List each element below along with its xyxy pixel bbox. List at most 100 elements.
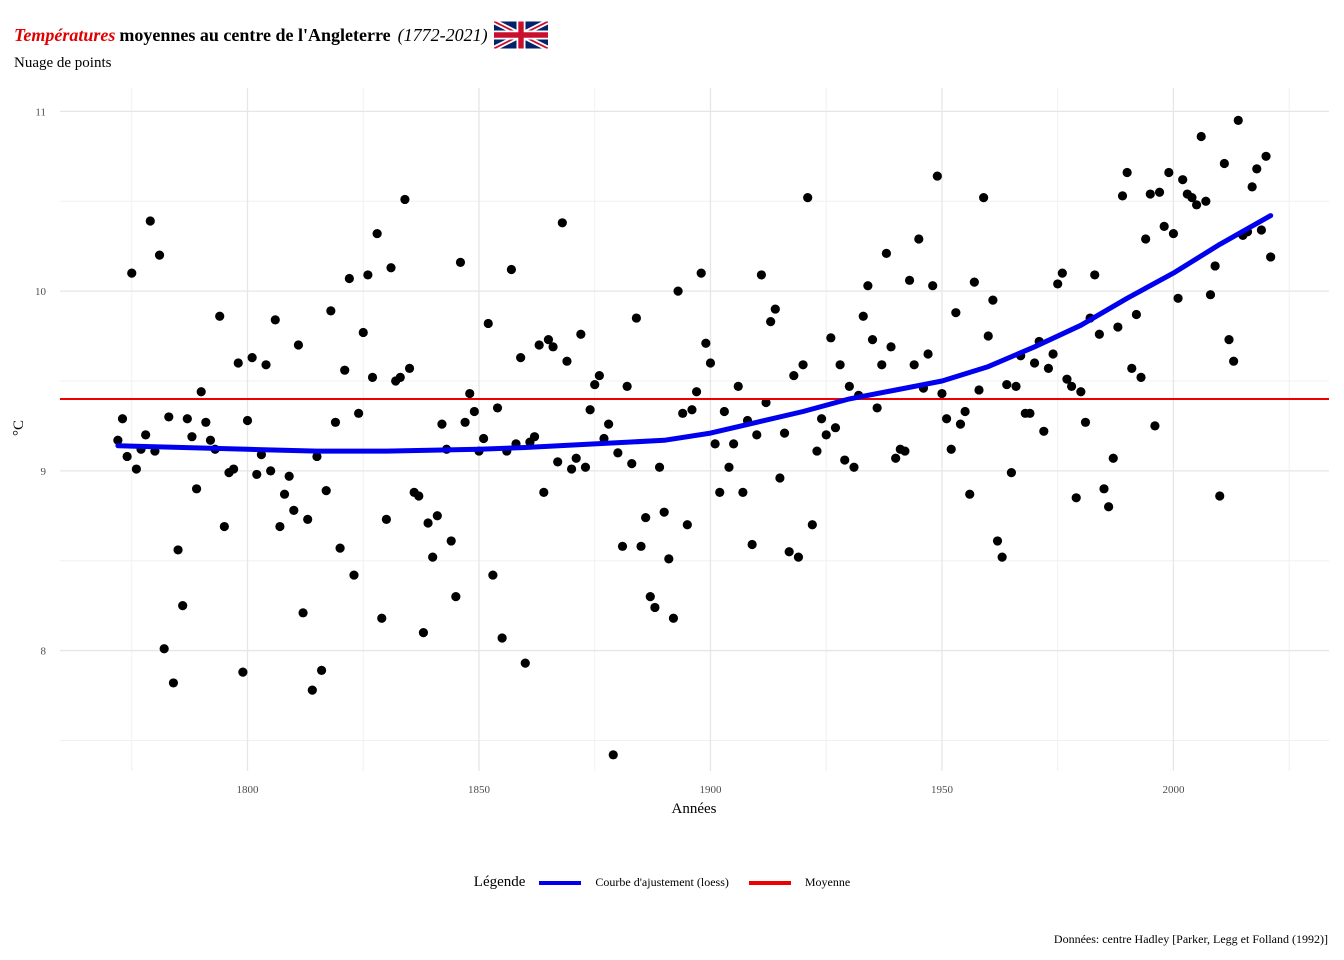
data-point (1150, 421, 1160, 431)
data-point (326, 306, 336, 316)
data-point (604, 419, 614, 429)
x-tick-label: 2000 (1162, 784, 1185, 796)
data-point (492, 403, 503, 413)
data-point (145, 216, 155, 226)
data-point (1066, 381, 1077, 391)
data-point (113, 435, 123, 445)
data-point (1210, 261, 1220, 271)
data-point (965, 489, 975, 499)
data-point (381, 514, 391, 524)
data-point (1215, 491, 1225, 501)
data-point (1168, 228, 1179, 239)
data-point (1141, 234, 1151, 244)
data-point (1164, 167, 1174, 178)
data-point (354, 408, 364, 418)
data-point (358, 327, 368, 338)
data-point (451, 592, 461, 602)
data-point (164, 412, 174, 422)
data-point (928, 281, 938, 291)
data-point (293, 340, 304, 350)
data-point (247, 353, 257, 363)
data-point (664, 554, 674, 564)
data-point (516, 353, 526, 363)
data-point (585, 405, 595, 415)
data-point (117, 414, 128, 424)
data-point (404, 363, 415, 373)
data-point (543, 335, 554, 345)
data-point (881, 248, 892, 258)
data-point (1029, 358, 1040, 368)
data-point (951, 308, 961, 318)
data-point (844, 381, 854, 391)
data-point (719, 406, 729, 417)
data-point (266, 466, 276, 476)
data-point (793, 552, 804, 562)
data-point (349, 570, 359, 580)
data-point (821, 430, 831, 440)
data-point (321, 486, 331, 496)
data-point (127, 268, 137, 278)
data-point (529, 432, 540, 442)
data-point (520, 658, 530, 668)
chart-title: Températures moyennes au centre de l'Ang… (14, 21, 548, 49)
data-point (168, 678, 179, 688)
data-point (1224, 335, 1234, 345)
data-point (1053, 279, 1063, 289)
data-point (1011, 381, 1021, 391)
data-point (932, 171, 942, 181)
data-point (1145, 189, 1155, 199)
data-point (1196, 131, 1206, 142)
data-point (668, 613, 679, 623)
data-point (539, 487, 549, 498)
data-point (428, 552, 438, 562)
data-point (914, 234, 924, 244)
data-point (872, 403, 882, 413)
data-point (1131, 309, 1142, 320)
data-point (233, 358, 243, 368)
data-point (923, 349, 933, 359)
data-point (645, 592, 655, 602)
data-point (423, 518, 433, 528)
data-point (900, 446, 910, 456)
data-point (724, 462, 734, 472)
data-point (1247, 182, 1257, 192)
data-point (960, 406, 970, 417)
data-point (205, 435, 216, 445)
x-tick-label: 1900 (699, 784, 722, 796)
data-point (909, 360, 919, 370)
data-point (534, 340, 544, 350)
data-point (1048, 349, 1058, 359)
data-point (904, 275, 915, 285)
data-point (738, 487, 748, 498)
data-point (1099, 484, 1109, 494)
data-point (557, 218, 567, 228)
data-point (691, 387, 702, 397)
data-point (756, 270, 766, 280)
data-point (816, 414, 827, 424)
data-point (289, 505, 299, 515)
legend-label-mean: Moyenne (804, 875, 851, 889)
data-point (1080, 417, 1091, 427)
data-point (1136, 372, 1146, 382)
data-point (770, 304, 780, 314)
data-point (701, 338, 711, 348)
data-point (1039, 426, 1049, 436)
data-point (479, 433, 489, 444)
data-point (506, 264, 516, 275)
data-point (418, 628, 429, 638)
data-point (414, 491, 424, 501)
data-point (562, 356, 572, 366)
data-point (1071, 493, 1081, 503)
data-point (215, 311, 225, 321)
data-point (992, 536, 1003, 546)
data-point (775, 473, 785, 483)
data-point (1252, 164, 1262, 174)
data-point (270, 315, 280, 325)
legend: Légende Courbe d'ajustement (loess) Moye… (0, 874, 1344, 891)
data-point (141, 430, 151, 440)
data-point (974, 385, 984, 395)
data-point (617, 541, 628, 551)
data-point (446, 536, 456, 546)
data-point (696, 268, 706, 278)
